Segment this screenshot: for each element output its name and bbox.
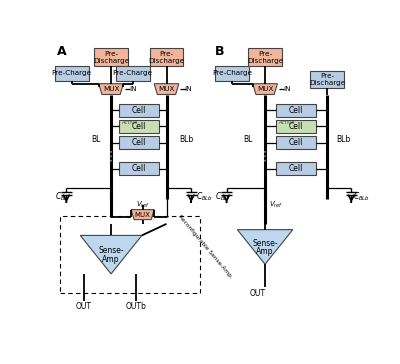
Polygon shape [99,84,123,95]
Text: Sense-: Sense- [98,246,124,255]
Bar [248,48,282,66]
Text: $C_{BL}$: $C_{BL}$ [215,191,229,203]
Text: $C_{BLb}$: $C_{BLb}$ [353,191,370,203]
Text: Pre-
Discharge: Pre- Discharge [247,51,283,64]
Text: Cell: Cell [132,164,146,173]
Text: IN: IN [129,86,136,92]
Text: Reconfigurable Sense-Amp.: Reconfigurable Sense-Amp. [176,214,233,280]
Text: Active: Active [278,120,294,126]
Text: OUTb: OUTb [125,302,146,311]
Text: BL: BL [91,135,100,144]
Text: MUX: MUX [257,86,273,92]
Bar [116,66,150,81]
Text: $C_{BL}$: $C_{BL}$ [55,191,68,203]
Text: $V_{ref}$: $V_{ref}$ [269,199,283,210]
Bar [215,66,249,81]
Polygon shape [80,236,142,274]
Text: $V_{ref}$: $V_{ref}$ [136,200,150,210]
Text: BLb: BLb [336,135,350,144]
Bar [276,120,316,133]
Text: Pre-Charge: Pre-Charge [52,70,92,76]
Text: IN: IN [184,86,192,92]
Text: Cell: Cell [289,138,303,147]
Bar [276,136,316,149]
Polygon shape [237,230,293,264]
Bar [276,104,316,117]
Text: Cell: Cell [289,122,303,131]
Text: MUX: MUX [103,86,119,92]
Bar [55,66,89,81]
Text: Active: Active [121,120,138,126]
Text: $C_{BLb}$: $C_{BLb}$ [196,191,213,203]
Text: Pre-
Discharge: Pre- Discharge [309,72,346,86]
Text: IN: IN [283,86,290,92]
Polygon shape [131,210,154,219]
Text: Cell: Cell [132,106,146,115]
Bar [119,136,159,149]
Bar [94,48,128,66]
Text: Pre-Charge: Pre-Charge [112,70,153,76]
Text: OUT: OUT [249,289,265,298]
Bar [310,71,344,88]
Text: Amp: Amp [102,255,120,264]
Bar [119,104,159,117]
Text: Pre-
Discharge: Pre- Discharge [93,51,129,64]
Text: Cell: Cell [289,164,303,173]
Text: Cell: Cell [132,122,146,131]
Bar [60,216,200,293]
Bar [150,48,184,66]
Text: BL: BL [243,135,253,144]
Polygon shape [154,84,179,95]
Text: Sense-: Sense- [252,239,278,248]
Text: A: A [57,45,67,58]
Text: Cell: Cell [132,138,146,147]
Text: MUX: MUX [158,86,175,92]
Text: OUT: OUT [76,302,92,311]
Bar [119,120,159,133]
Text: BLb: BLb [179,135,193,144]
Text: Pre-Charge: Pre-Charge [212,70,252,76]
Text: MUX: MUX [135,211,150,218]
Bar [276,162,316,175]
Text: Amp: Amp [256,247,274,256]
Text: Pre-
Discharge: Pre- Discharge [148,51,185,64]
Text: Cell: Cell [289,106,303,115]
Text: B: B [215,45,224,58]
Bar [119,162,159,175]
Polygon shape [253,84,277,95]
